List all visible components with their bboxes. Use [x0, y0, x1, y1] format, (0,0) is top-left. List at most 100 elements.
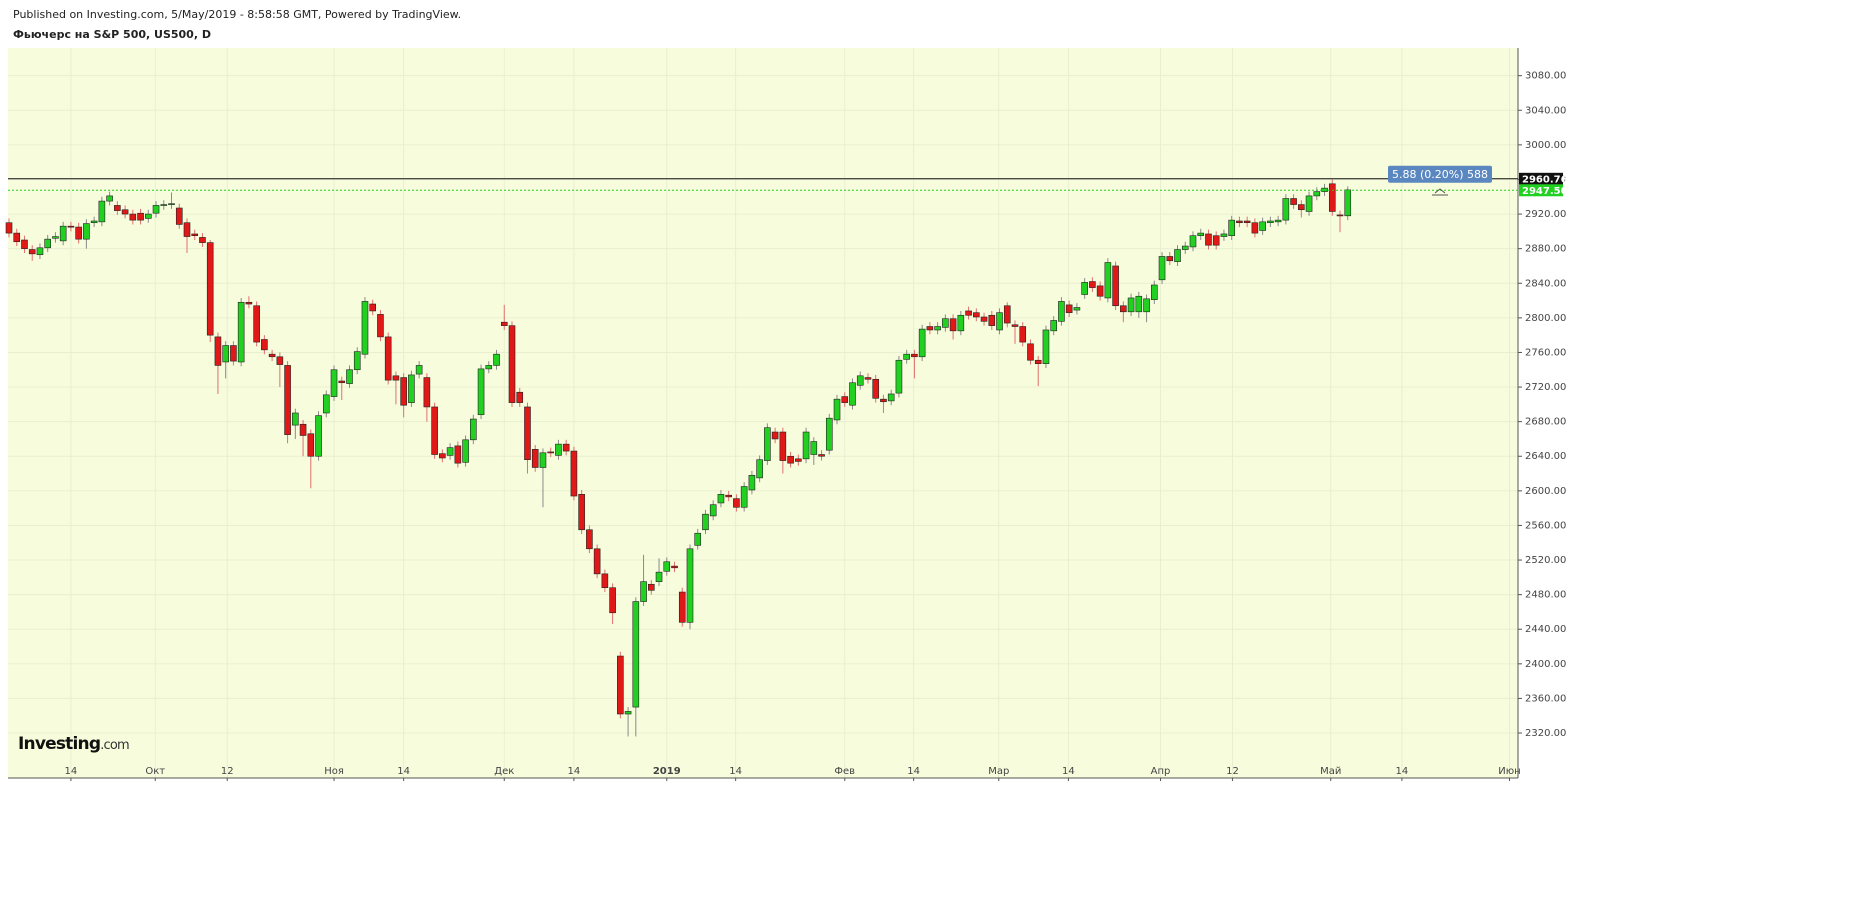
candle-body [1212, 235, 1220, 246]
candle-body [1344, 189, 1352, 217]
candle-body [965, 310, 972, 316]
candle-body [183, 222, 191, 237]
candle-body [942, 318, 949, 328]
candle-body [353, 351, 361, 371]
x-tick-label: Июн [1498, 766, 1520, 777]
candle-body [733, 498, 740, 508]
candle-body [1120, 305, 1127, 313]
y-tick-label: 2880.00 [1525, 244, 1566, 255]
y-tick-label: 2480.00 [1525, 590, 1566, 601]
candle-body [13, 232, 21, 243]
candle-body [431, 406, 438, 455]
candle-body [1259, 221, 1266, 231]
candle-body [214, 336, 222, 366]
candle-body [253, 305, 260, 343]
candle-body [949, 318, 957, 332]
y-tick-label: 2400.00 [1525, 659, 1566, 670]
candle-body [1181, 245, 1189, 250]
x-tick-label: 14 [729, 766, 742, 777]
y-tick-label: 2800.00 [1525, 313, 1566, 324]
candle-body [1135, 295, 1143, 313]
candle-body [833, 398, 841, 421]
price-label-box [1519, 172, 1563, 185]
candle-body [446, 447, 454, 456]
candle-body [671, 565, 678, 569]
candle-body [547, 451, 554, 454]
candle-body [702, 513, 709, 531]
candle-body [245, 301, 253, 305]
candle-body [400, 377, 407, 406]
candle-body [284, 365, 291, 435]
candle-body [454, 445, 462, 464]
candle-body [299, 423, 307, 436]
candle-body [129, 213, 137, 221]
candle-body [160, 204, 168, 206]
candle-body [880, 398, 887, 403]
y-tick-label: 2680.00 [1525, 417, 1566, 428]
candle-body [36, 247, 44, 256]
candle-body [1328, 183, 1336, 212]
candle-body [1290, 198, 1297, 205]
candle-body [872, 378, 880, 399]
candle-body [555, 443, 562, 456]
candle-body [90, 220, 98, 224]
price-label-box [1519, 184, 1563, 197]
candle-body [121, 209, 129, 215]
candle-body [578, 494, 585, 531]
candle-body [895, 359, 903, 394]
candle-body [175, 207, 183, 225]
candle-body [261, 339, 268, 351]
y-tick-label: 2640.00 [1525, 451, 1566, 462]
candle-body [709, 504, 717, 517]
candle-body [191, 233, 199, 236]
candle-body [315, 415, 322, 457]
candle-body [918, 328, 926, 358]
candle-body [655, 571, 663, 582]
candle-body [1003, 305, 1011, 324]
y-tick-label: 2600.00 [1525, 486, 1566, 497]
candle-body [152, 205, 160, 214]
candle-body [779, 431, 787, 461]
candle-body [1251, 222, 1259, 234]
candle-body [1112, 265, 1119, 307]
candle-body [856, 375, 864, 386]
candle-body [973, 312, 980, 318]
candle-body [106, 195, 113, 202]
y-tick-label: 2320.00 [1525, 728, 1566, 739]
candle-body [477, 368, 485, 416]
candle-body [415, 365, 423, 375]
candle-body [98, 200, 106, 223]
candle-body [849, 382, 856, 406]
candle-body [439, 453, 446, 459]
candle-body [144, 213, 152, 219]
x-tick-label: Май [1320, 766, 1341, 777]
candle-body [1089, 281, 1096, 288]
candle-body [887, 393, 895, 402]
candle-body [1150, 284, 1158, 300]
candle-body [617, 655, 624, 715]
candle-body [996, 312, 1003, 331]
candle-body [764, 427, 771, 461]
candle-body [168, 203, 175, 205]
candle-body [114, 205, 121, 211]
y-tick-label: 2440.00 [1525, 624, 1566, 635]
candle-body [1189, 235, 1197, 248]
candle-body [361, 301, 369, 355]
candle-body [292, 412, 299, 426]
candle-body [1096, 285, 1104, 297]
annotation-icon [1432, 188, 1448, 196]
x-tick-label: 14 [907, 766, 920, 777]
y-tick-label: 3080.00 [1525, 71, 1566, 82]
candle-body [841, 396, 849, 403]
x-tick-label: 14 [1062, 766, 1075, 777]
candle-body [570, 450, 578, 497]
y-tick-label: 2840.00 [1525, 278, 1566, 289]
x-tick-label: Окт [145, 766, 165, 777]
candle-body [740, 486, 748, 508]
candle-body [516, 391, 524, 403]
candle-body [531, 449, 539, 468]
candle-body [237, 301, 245, 363]
candle-body [1305, 195, 1313, 212]
candle-body [1197, 232, 1205, 236]
